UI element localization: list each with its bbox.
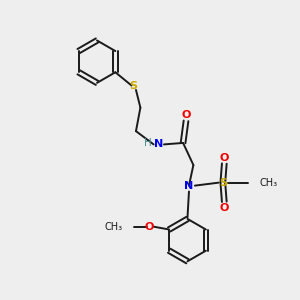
Text: N: N	[184, 181, 194, 190]
Text: O: O	[220, 153, 229, 163]
Text: CH₃: CH₃	[260, 178, 278, 188]
Text: N: N	[154, 140, 164, 149]
Text: S: S	[219, 178, 227, 188]
Text: CH₃: CH₃	[104, 222, 123, 232]
Text: H: H	[144, 138, 152, 148]
Text: S: S	[129, 80, 137, 91]
Text: O: O	[181, 110, 191, 120]
Text: O: O	[145, 222, 154, 232]
Text: O: O	[220, 203, 229, 213]
